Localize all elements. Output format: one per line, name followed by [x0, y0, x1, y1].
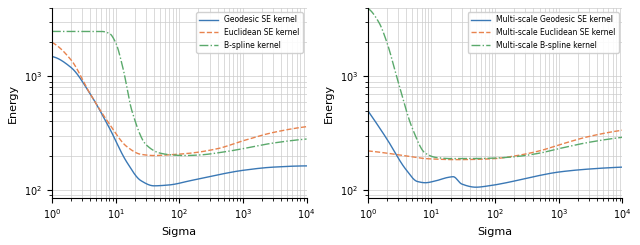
Euclidean SE kernel — [196, 150, 204, 153]
X-axis label: Sigma: Sigma — [477, 227, 513, 237]
Line: Geodesic SE kernel: Geodesic SE kernel — [52, 57, 307, 186]
Multi-scale B-spline kernel — [619, 136, 627, 139]
Y-axis label: Energy: Energy — [8, 83, 19, 122]
Geodesic SE kernel — [211, 174, 218, 177]
Multi-scale Geodesic SE kernel — [557, 170, 565, 173]
Multi-scale Geodesic SE kernel — [527, 176, 534, 179]
B-spline kernel — [180, 154, 188, 157]
Multi-scale Euclidean SE kernel — [453, 158, 461, 161]
Multi-scale Euclidean SE kernel — [557, 143, 565, 146]
Geodesic SE kernel — [203, 176, 211, 179]
Multi-scale Euclidean SE kernel — [527, 152, 534, 155]
Line: Multi-scale Geodesic SE kernel: Multi-scale Geodesic SE kernel — [368, 110, 623, 187]
B-spline kernel — [196, 153, 204, 156]
B-spline kernel — [203, 153, 211, 156]
Multi-scale B-spline kernel — [527, 153, 534, 156]
Multi-scale Geodesic SE kernel — [519, 178, 527, 181]
Geodesic SE kernel — [241, 169, 249, 171]
B-spline kernel — [241, 147, 249, 150]
Line: Euclidean SE kernel: Euclidean SE kernel — [52, 42, 307, 156]
Multi-scale Euclidean SE kernel — [512, 154, 520, 157]
Multi-scale Geodesic SE kernel — [512, 179, 520, 182]
Multi-scale B-spline kernel — [584, 141, 591, 144]
B-spline kernel — [211, 152, 218, 155]
Euclidean SE kernel — [303, 125, 310, 128]
B-spline kernel — [268, 142, 275, 145]
Multi-scale Geodesic SE kernel — [472, 186, 479, 189]
Multi-scale B-spline kernel — [519, 154, 527, 157]
Legend: Geodesic SE kernel, Euclidean SE kernel, B-spline kernel: Geodesic SE kernel, Euclidean SE kernel,… — [196, 12, 303, 53]
Multi-scale B-spline kernel — [380, 31, 387, 34]
Multi-scale Euclidean SE kernel — [519, 153, 527, 156]
Euclidean SE kernel — [150, 154, 157, 157]
Euclidean SE kernel — [63, 54, 71, 57]
B-spline kernel — [63, 30, 71, 33]
Multi-scale B-spline kernel — [364, 7, 372, 10]
Multi-scale B-spline kernel — [512, 155, 520, 158]
Geodesic SE kernel — [150, 184, 157, 187]
X-axis label: Sigma: Sigma — [162, 227, 197, 237]
Multi-scale Geodesic SE kernel — [364, 109, 372, 112]
Geodesic SE kernel — [63, 63, 71, 66]
Multi-scale Euclidean SE kernel — [584, 135, 591, 138]
B-spline kernel — [48, 30, 56, 33]
B-spline kernel — [303, 137, 310, 140]
Euclidean SE kernel — [211, 148, 218, 151]
Multi-scale Geodesic SE kernel — [584, 168, 591, 171]
Multi-scale B-spline kernel — [447, 157, 454, 160]
Line: Multi-scale Euclidean SE kernel: Multi-scale Euclidean SE kernel — [368, 130, 623, 160]
Euclidean SE kernel — [241, 139, 249, 142]
Euclidean SE kernel — [203, 149, 211, 152]
Multi-scale Geodesic SE kernel — [619, 166, 627, 169]
Multi-scale Euclidean SE kernel — [619, 129, 627, 132]
Legend: Multi-scale Geodesic SE kernel, Multi-scale Euclidean SE kernel, Multi-scale B-s: Multi-scale Geodesic SE kernel, Multi-sc… — [468, 12, 619, 53]
Line: Multi-scale B-spline kernel: Multi-scale B-spline kernel — [368, 8, 623, 159]
Geodesic SE kernel — [196, 177, 204, 180]
Multi-scale B-spline kernel — [557, 147, 565, 150]
Geodesic SE kernel — [268, 166, 275, 169]
Euclidean SE kernel — [48, 41, 56, 44]
Line: B-spline kernel: B-spline kernel — [52, 31, 307, 156]
Geodesic SE kernel — [303, 164, 310, 167]
Euclidean SE kernel — [268, 131, 275, 134]
Multi-scale Euclidean SE kernel — [380, 151, 387, 154]
Multi-scale Geodesic SE kernel — [380, 132, 387, 135]
Y-axis label: Energy: Energy — [324, 83, 334, 122]
Geodesic SE kernel — [48, 55, 56, 58]
Multi-scale Euclidean SE kernel — [364, 149, 372, 152]
